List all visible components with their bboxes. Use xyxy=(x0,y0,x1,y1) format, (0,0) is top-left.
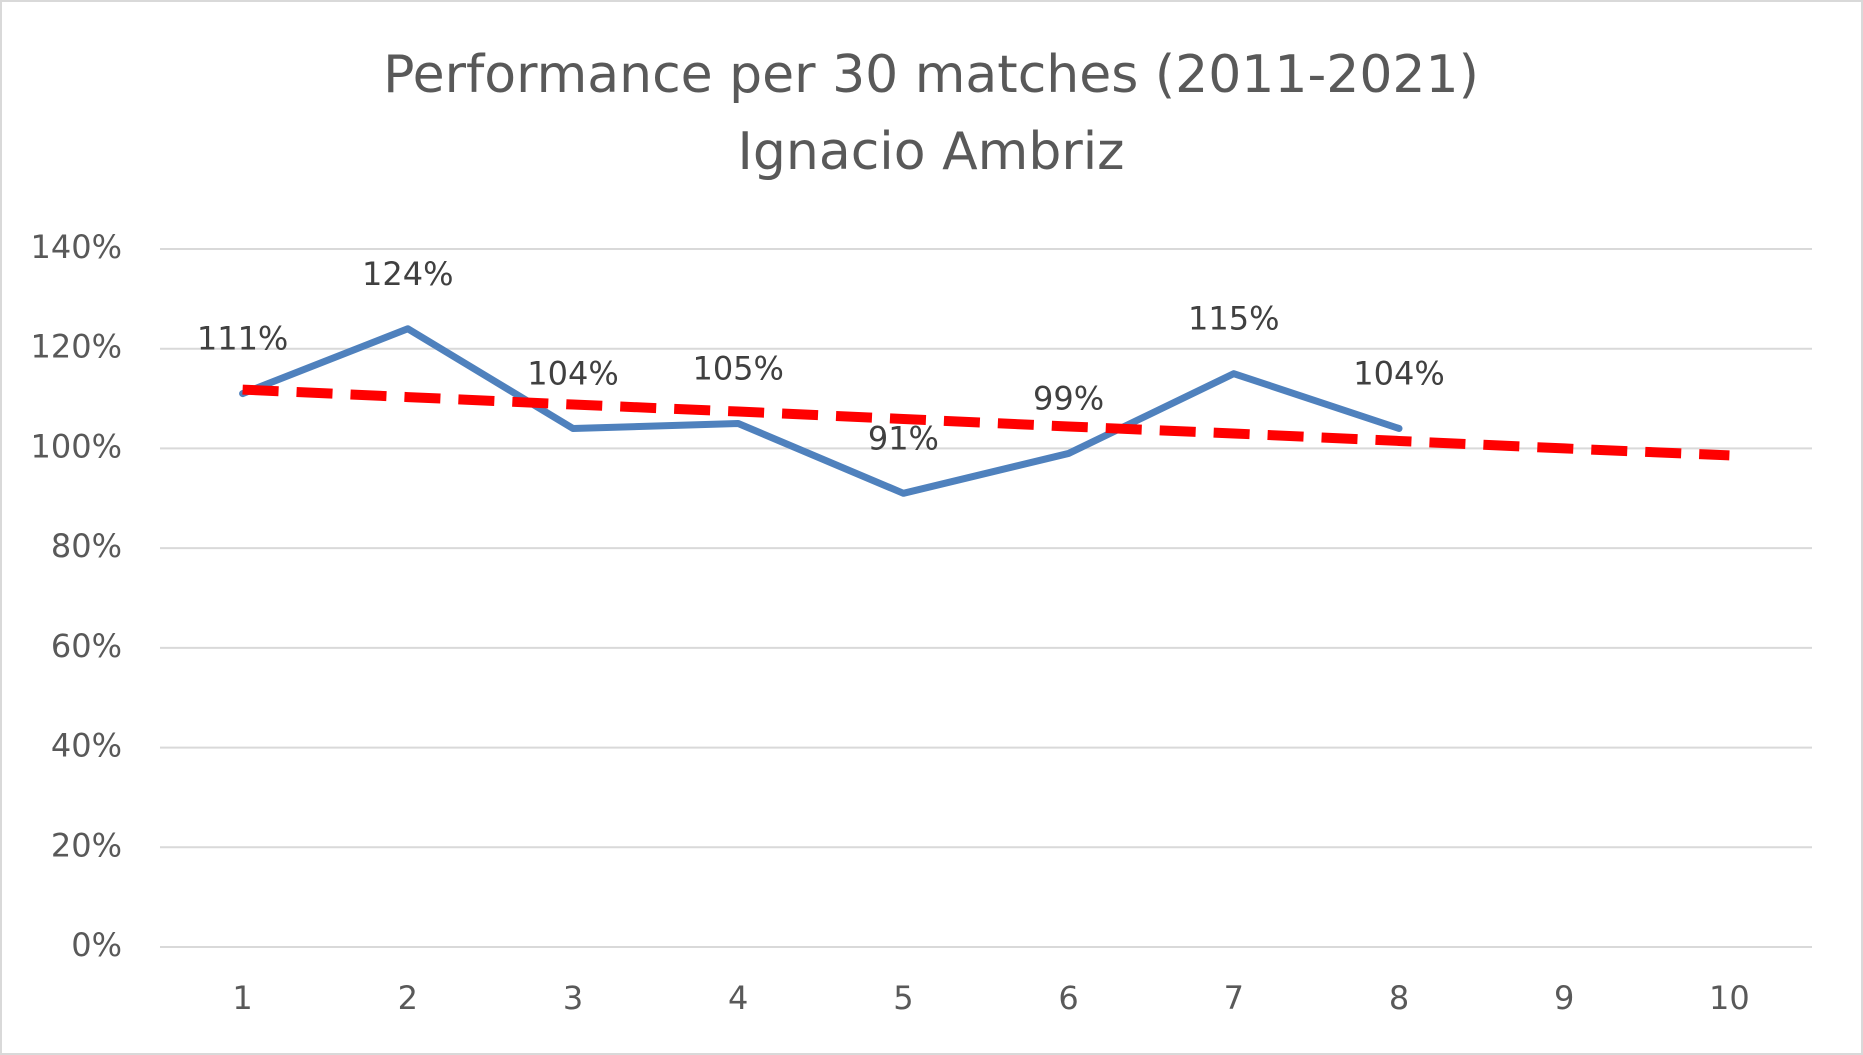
data-label: 105% xyxy=(692,350,783,388)
x-tick-label: 6 xyxy=(1058,979,1078,1017)
trend-line xyxy=(242,384,1730,461)
x-tick-label: 4 xyxy=(728,979,748,1017)
data-label: 111% xyxy=(197,320,288,358)
data-label: 115% xyxy=(1188,300,1279,338)
y-tick-label: 100% xyxy=(31,427,122,465)
chart-subtitle: Ignacio Ambriz xyxy=(738,122,1125,182)
y-tick-label: 0% xyxy=(71,926,122,964)
y-tick-label: 20% xyxy=(51,826,122,864)
y-tick-label: 120% xyxy=(31,328,122,366)
x-tick-label: 8 xyxy=(1389,979,1409,1017)
data-label: 91% xyxy=(868,419,939,457)
data-line xyxy=(239,325,1403,497)
y-tick-label: 40% xyxy=(51,727,122,765)
y-tick-label: 60% xyxy=(51,627,122,665)
data-label: 104% xyxy=(1353,354,1444,392)
x-tick-label: 3 xyxy=(563,979,583,1017)
x-tick-label: 2 xyxy=(398,979,418,1017)
chart-title: Performance per 30 matches (2011-2021) xyxy=(383,45,1479,105)
data-label: 99% xyxy=(1033,379,1104,417)
x-tick-label: 5 xyxy=(893,979,913,1017)
data-label: 124% xyxy=(362,255,453,293)
x-tick-label: 10 xyxy=(1709,979,1750,1017)
x-tick-label: 9 xyxy=(1554,979,1574,1017)
y-tick-label: 80% xyxy=(51,527,122,565)
x-tick-label: 1 xyxy=(232,979,252,1017)
y-tick-label: 140% xyxy=(31,228,122,266)
data-label: 104% xyxy=(527,354,618,392)
x-tick-label: 7 xyxy=(1224,979,1244,1017)
